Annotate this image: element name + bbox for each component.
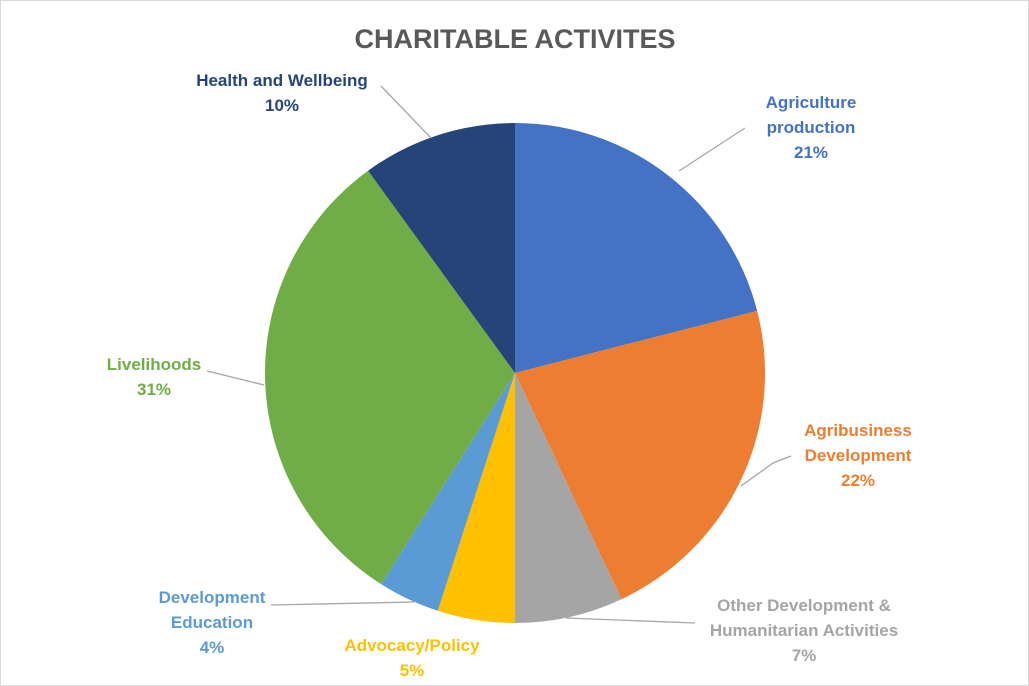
slice-label: Other Development & Humanitarian Activiti… (710, 596, 898, 665)
slice-label: Agriculture production 21% (766, 93, 857, 162)
slice-name-label: Education (171, 613, 253, 632)
slice-name-label: Livelihoods (107, 355, 201, 374)
leader-line (270, 601, 415, 606)
slice-label: Livelihoods 31% (107, 355, 201, 399)
slice-name-label: Humanitarian Activities (710, 621, 898, 640)
slice-name-label: Agriculture (766, 93, 857, 112)
leader-line (740, 455, 792, 487)
slice-name-label: Other Development & (717, 596, 891, 615)
pie-slice-agriculture-production (515, 123, 758, 373)
slice-label: Development Education 4% (159, 588, 266, 657)
slice-percent-label: 10% (265, 96, 299, 115)
chart-title: CHARITABLE ACTIVITES (355, 24, 676, 54)
pie-slice-agribusiness-development (515, 310, 766, 600)
slice-percent-label: 21% (794, 143, 828, 162)
pie-slices (265, 123, 766, 623)
slice-name-label: production (767, 118, 856, 137)
leader-line (678, 127, 746, 172)
slice-label: Health and Wellbeing 10% (196, 71, 368, 115)
slice-name-label: Development (805, 446, 912, 465)
slice-name-label: Advocacy/Policy (344, 636, 480, 655)
slice-percent-label: 4% (200, 638, 225, 657)
slice-percent-label: 7% (792, 646, 817, 665)
slice-percent-label: 31% (137, 380, 171, 399)
leader-lines (206, 85, 792, 624)
pie-slice-development-education (381, 373, 515, 611)
pie-slice-advocacy-policy (437, 373, 515, 623)
slice-label: Agribusiness Development 22% (804, 421, 912, 490)
slice-name-label: Health and Wellbeing (196, 71, 368, 90)
pie-slice-health-and-wellbeing (368, 123, 515, 373)
pie-slice-other-development-humanitarian-activities (515, 373, 622, 623)
slice-percent-label: 22% (841, 471, 875, 490)
slice-name-label: Agribusiness (804, 421, 912, 440)
leader-line (565, 617, 696, 624)
slice-percent-label: 5% (400, 661, 425, 680)
leader-line (206, 370, 265, 386)
slice-label: Advocacy/Policy 5% (344, 636, 480, 680)
slice-name-label: Development (159, 588, 266, 607)
slice-labels: Agriculture production 21% Agribusiness Deve… (107, 71, 912, 680)
pie-slice-livelihoods (265, 170, 515, 585)
leader-line (380, 85, 432, 139)
